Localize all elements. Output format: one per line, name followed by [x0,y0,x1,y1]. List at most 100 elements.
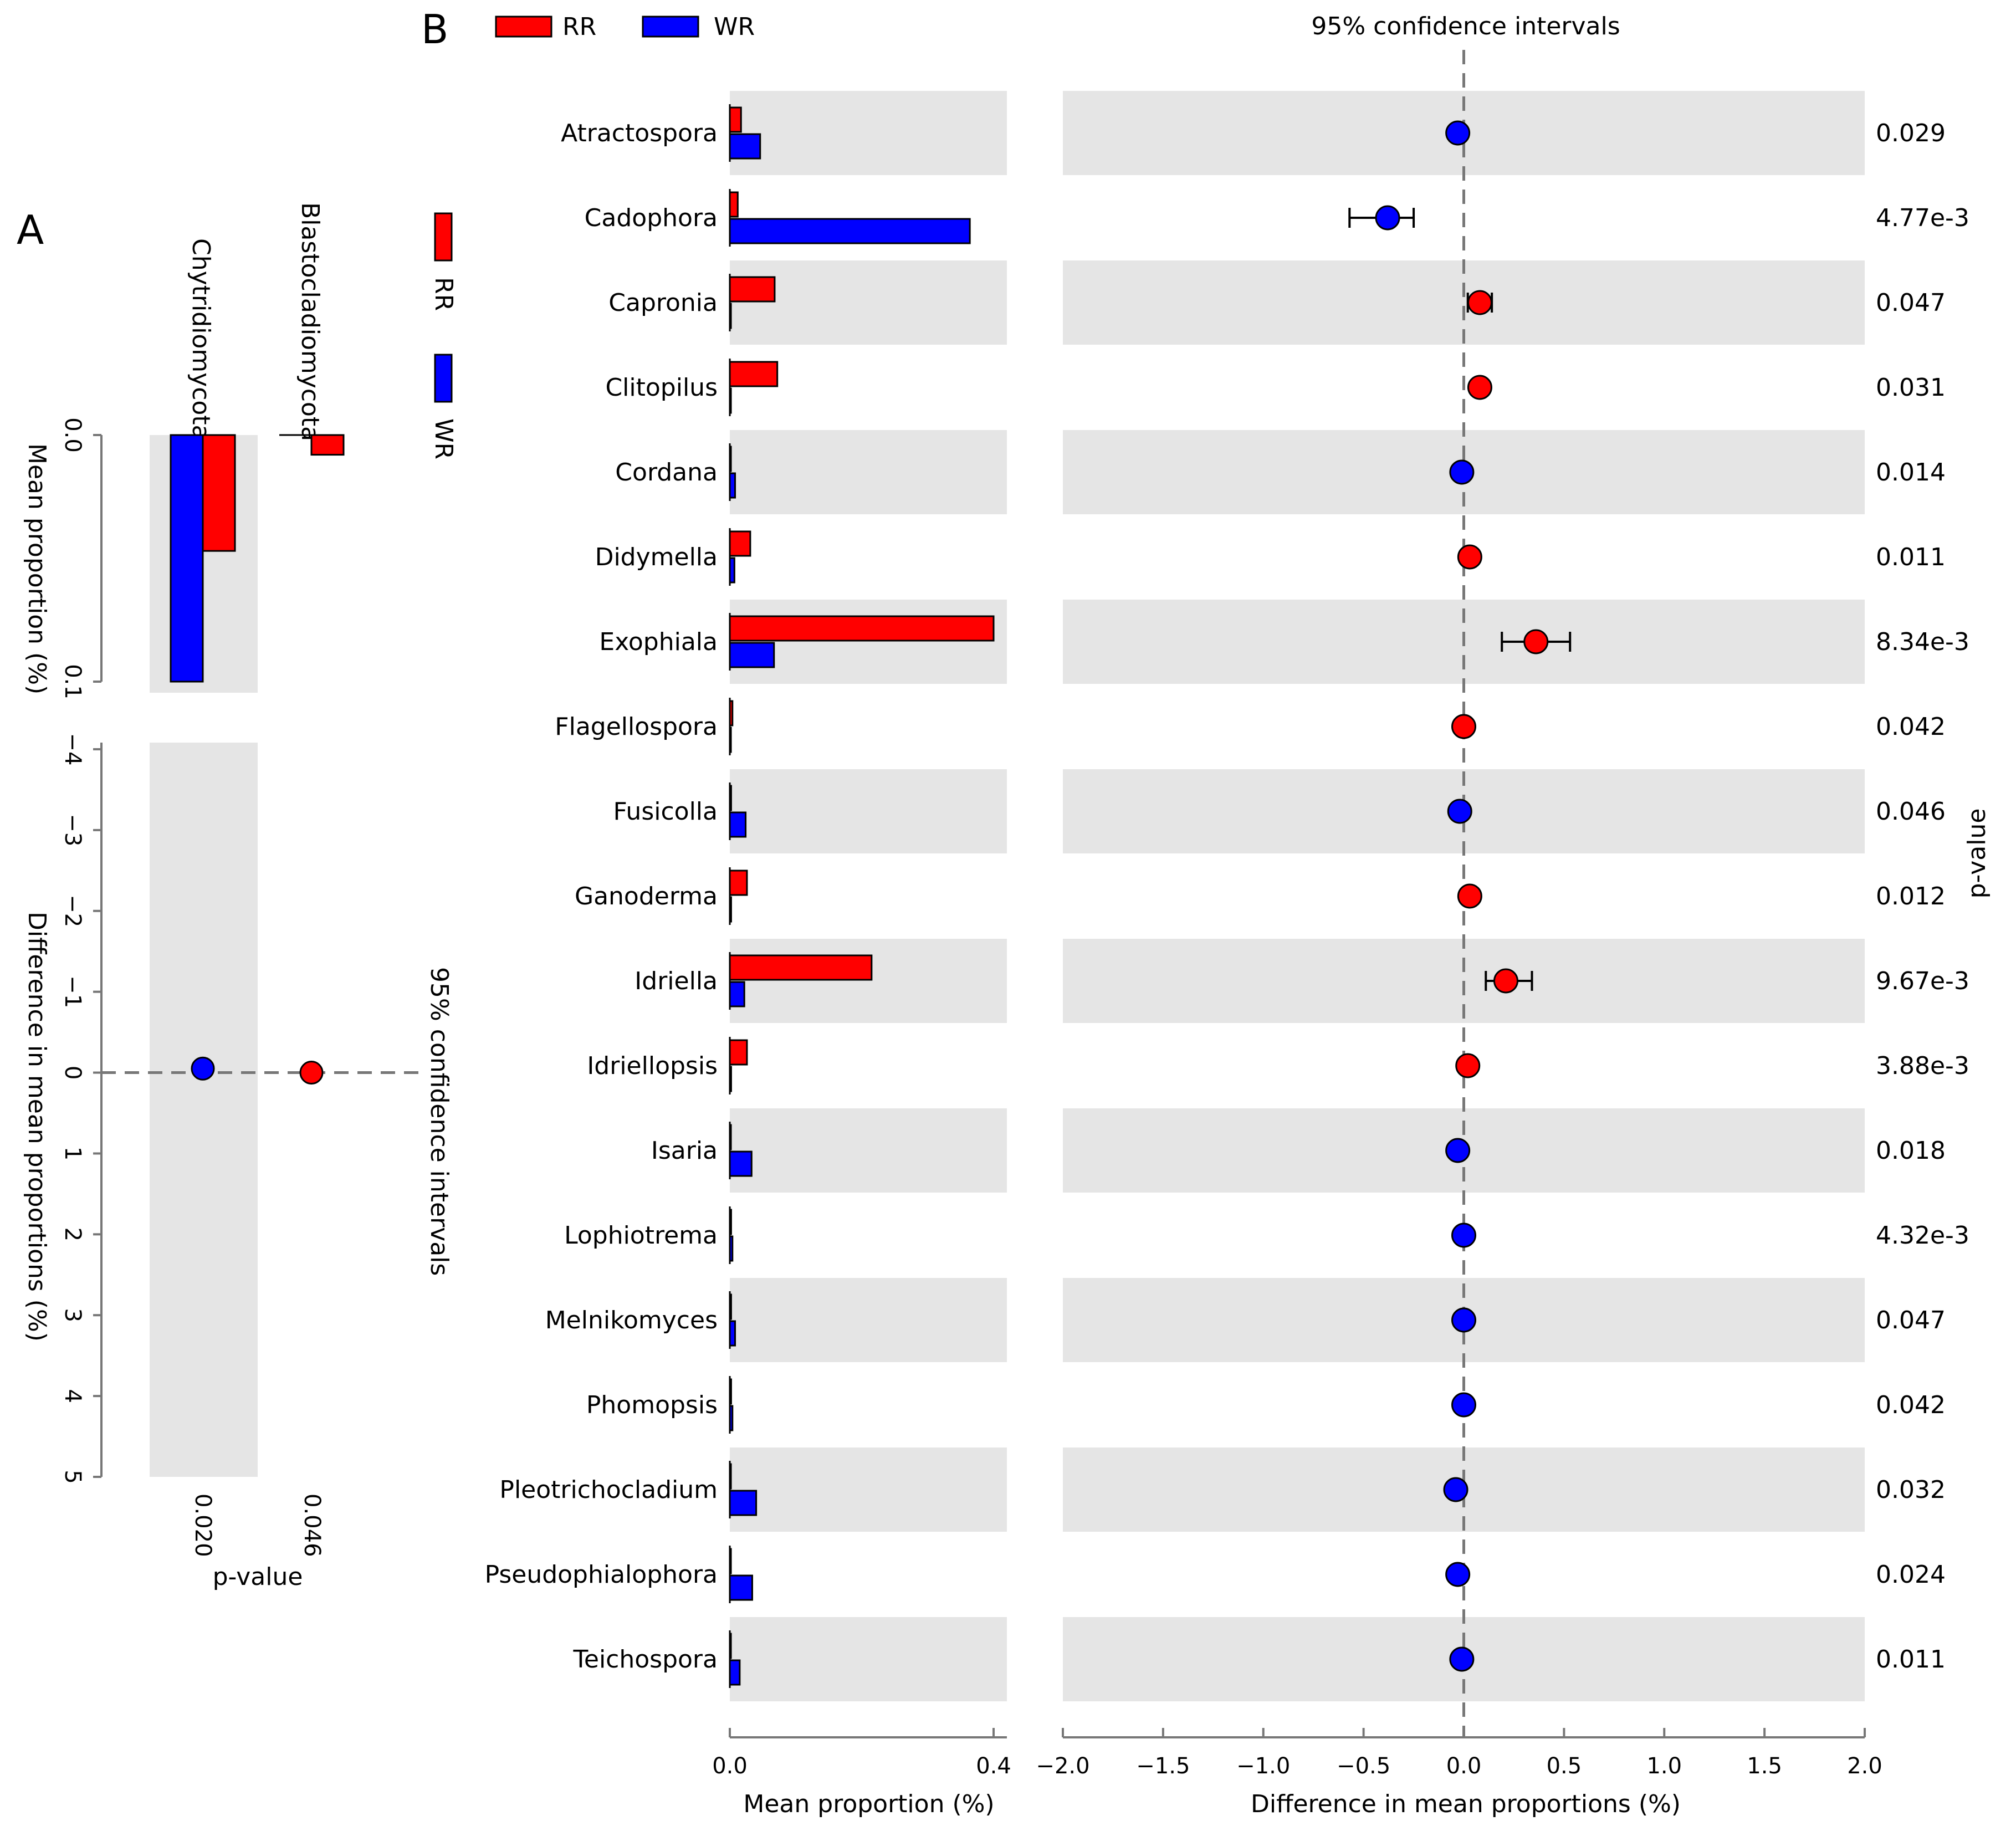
panel-a-points [191,1056,324,1085]
panel-a-legend-rr-label: RR [429,277,458,311]
panel-b-pvalue-phomopsis: 0.042 [1876,1391,1946,1419]
panel-b-diff-point-teichospora [1449,1646,1475,1672]
panel-b-pvalue-cordana: 0.014 [1876,458,1946,487]
panel-b-diff-point-flagellospora [1451,714,1476,739]
panel-b-legend-rr-label: RR [562,13,596,41]
panel-a-diff-tick-label: −3 [60,814,85,846]
panel-b-diff-point-capronia [1467,290,1492,315]
panel-b-diff-point-idriellopsis [1455,1053,1481,1078]
panel-b-genus-idriellopsis: Idriellopsis [587,1052,718,1080]
panel-b-legend-rr-swatch [495,16,552,38]
panel-b-pvalues: 0.029 4.77e-3 0.047 0.031 0.014 0.011 8.34e-3 0… [1876,119,1969,1674]
panel-b-bar-wr-cordana [729,472,736,499]
panel-b-bar-rr-pseudophialophora [729,1548,732,1574]
panel-b-row-band-mean [730,769,1007,853]
panel-b-diff-point-cadophora [1375,205,1400,231]
panel-b-diff-tick-label: 2.0 [1847,1753,1882,1779]
panel-a-diff-tick-label: 2 [60,1227,85,1241]
panel-a-ci-title: 95% confidence intervals [425,967,453,1276]
panel-b-bar-rr-atractospora [729,106,742,133]
panel-b-diff-point-pleotrichocladium [1443,1477,1468,1502]
panel-b-bar-wr-fusicolla [729,811,747,838]
panel-b-diff-point-pseudophialophora [1445,1562,1471,1587]
panel-b-bar-rr-pleotrichocladium [729,1463,732,1490]
panel-a-legend-wr-label: WR [429,418,458,459]
panel-b-bar-wr-idriellopsis [729,1066,732,1092]
panel-b-pvalue-melnikomyces: 0.047 [1876,1306,1946,1334]
panel-a-diff-point-chytridiomycota [191,1056,215,1081]
panel-b-pvalue-atractospora: 0.029 [1876,119,1946,147]
panel-b-genus-flagellospora: Flagellospora [555,713,718,741]
panel-a-pvalue-label: p-value [213,1563,303,1591]
panel-b-bar-rr-cordana [729,446,732,472]
panel-b-bar-wr-ganoderma [729,896,732,923]
panel-b-label: B [421,6,448,53]
panel-b-diff-tick-label: 1.5 [1747,1753,1782,1779]
panel-b-pvalue-idriella: 9.67e-3 [1876,967,1969,995]
panel-b-bar-rr-didymella [729,530,751,557]
panel-b-pvalue-capronia: 0.047 [1876,289,1946,317]
panel-b-diff-tick-label: 0.0 [1446,1753,1482,1779]
panel-a-pvalue-1: 0.046 [299,1493,325,1557]
panel-b-diff-point-clitopilus [1467,375,1492,400]
panel-b-bar-wr-pseudophialophora [729,1574,753,1601]
panel-b-genus-capronia: Capronia [608,289,718,317]
panel-b-row-band-mean [730,600,1007,684]
panel-a-mean-ticks: 0.0 0.1 [60,417,101,699]
panel-b-bar-rr-melnikomyces [729,1293,732,1320]
panel-b-pvalue-pleotrichocladium: 0.032 [1876,1476,1946,1504]
panel-b-bar-rr-clitopilus [729,361,779,387]
panel-b-row-band-mean [730,1447,1007,1532]
panel-b-genus-clitopilus: Clitopilus [605,374,718,402]
panel-a-diff-point-blastocladiomycota [299,1061,324,1085]
panel-a-diff-tick-label: 4 [60,1389,85,1403]
panel-b-diff-point-isaria [1445,1138,1471,1163]
panel-b-pvalue-cadophora: 4.77e-3 [1876,204,1969,232]
panel-b-legend-wr-swatch [642,16,699,38]
panel-b-pvalue-teichospora: 0.011 [1876,1645,1946,1674]
panel-b-bar-wr-melnikomyces [729,1320,736,1347]
panel-b-pvalue-clitopilus: 0.031 [1876,374,1946,402]
panel-a-bar-rr-blastocladiomycota [310,434,345,456]
panel-b-diff-point-exophiala [1523,629,1549,654]
panel-a-diff-tick-label: −2 [60,894,85,927]
panel-b-pvalue-flagellospora: 0.042 [1876,713,1946,741]
panel-b-bar-wr-didymella [729,557,735,584]
panel-b-genus-atractospora: Atractospora [561,119,718,147]
panel-b-genus-cordana: Cordana [615,458,718,487]
panel-b-row-band-mean [730,1617,1007,1701]
panel-b-genus-exophiala: Exophiala [599,628,718,656]
panel-b-pvalue-didymella: 0.011 [1876,543,1946,571]
panel-a-category-chytridiomycota: Chytridiomycota [187,238,215,440]
panel-b: B RR WR 95% confidence intervals Atracto… [421,6,1991,1818]
panel-b-row-band-mean [730,260,1007,345]
panel-b-diff-tick-label: −1.0 [1236,1753,1290,1779]
panel-b-bar-rr-teichospora [729,1633,732,1659]
panel-b-pvalue-fusicolla: 0.046 [1876,797,1946,826]
panel-b-bar-rr-cadophora [729,191,739,218]
panel-b-diff-tick-label: −2.0 [1036,1753,1089,1779]
panel-b-bands [730,91,1865,1701]
panel-b-row-band-mean [730,939,1007,1023]
panel-b-bar-wr-pleotrichocladium [729,1490,758,1516]
panel-b-ci-title: 95% confidence intervals [1311,12,1620,40]
panel-a-diff-tick-label: 0 [60,1066,85,1080]
panel-b-diff-point-ganoderma [1457,883,1482,909]
panel-b-bar-rr-exophiala [729,615,995,642]
panel-b-pvalue-pseudophialophora: 0.024 [1876,1561,1946,1589]
panel-b-diff-point-lophiotrema [1451,1223,1476,1248]
panel-b-genus-isaria: Isaria [651,1137,718,1165]
panel-b-bar-wr-flagellospora [729,727,732,753]
panel-b-diff-point-atractospora [1445,120,1471,146]
panel-b-bar-rr-ganoderma [729,869,748,896]
panel-b-diff-point-phomopsis [1451,1392,1476,1418]
panel-a-diff-tick-label: 1 [60,1147,85,1160]
panel-b-bar-wr-exophiala [729,642,775,668]
panel-a-pvalue-0: 0.020 [190,1493,216,1557]
panel-b-bar-rr-flagellospora [729,700,734,727]
panel-b-row-band-mean [730,1278,1007,1362]
panel-b-diff-tick-label: 0.5 [1547,1753,1582,1779]
panel-b-diff-point-melnikomyces [1451,1307,1476,1333]
panel-b-diff-ticks: −2.0 −1.5 −1.0 −0.5 0.0 0.5 1.0 1.5 2.0 [1036,1728,1882,1779]
